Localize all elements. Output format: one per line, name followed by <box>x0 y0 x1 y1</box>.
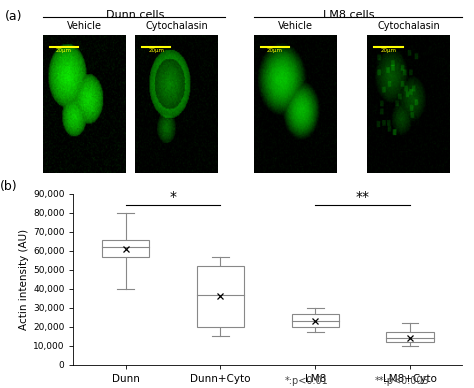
Text: 20μm: 20μm <box>148 48 164 54</box>
Bar <box>197 266 244 327</box>
Y-axis label: Actin intensity (AU): Actin intensity (AU) <box>19 229 29 330</box>
Text: 20μm: 20μm <box>267 48 283 54</box>
Text: *: * <box>170 191 176 204</box>
Bar <box>102 239 149 256</box>
Text: *:p<0.01: *:p<0.01 <box>284 376 328 386</box>
Text: **: ** <box>356 191 370 204</box>
Text: **:p<0.005: **:p<0.005 <box>374 376 429 386</box>
Bar <box>386 333 434 342</box>
Text: Cytochalasin: Cytochalasin <box>146 21 208 31</box>
Bar <box>292 314 339 327</box>
Text: 20μm: 20μm <box>56 48 72 54</box>
Text: (b): (b) <box>0 180 17 193</box>
Text: 20μm: 20μm <box>381 48 396 54</box>
Text: Vehicle: Vehicle <box>278 21 313 31</box>
Text: Vehicle: Vehicle <box>67 21 102 31</box>
Text: Cytochalasin: Cytochalasin <box>378 21 440 31</box>
Text: (a): (a) <box>5 10 22 23</box>
Text: LM8 cells: LM8 cells <box>323 10 374 20</box>
Text: Dunn cells: Dunn cells <box>106 10 164 20</box>
